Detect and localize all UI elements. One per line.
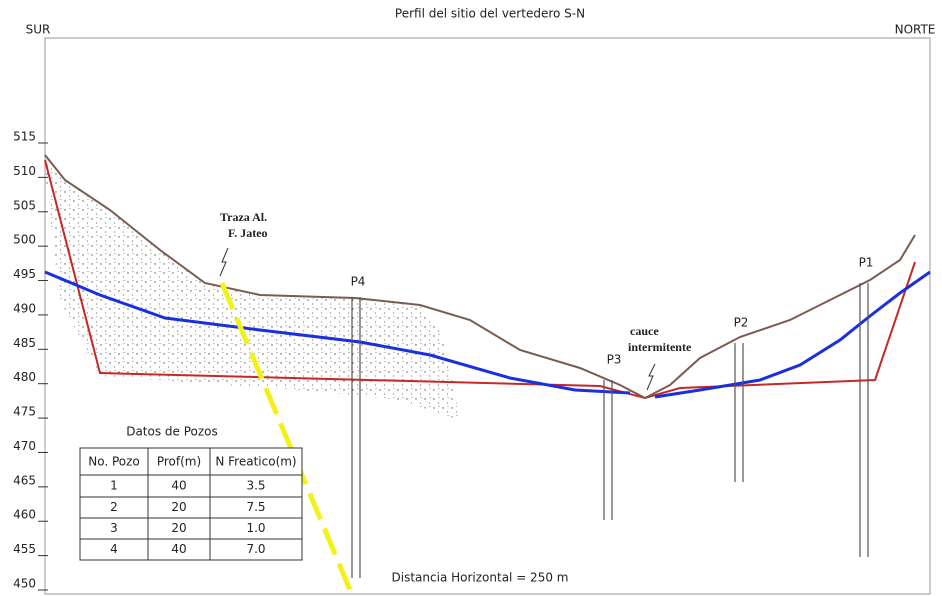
tick-label: 510 [13, 164, 36, 178]
table-cell: 1 [110, 479, 118, 493]
north-label: NORTE [895, 23, 936, 37]
fault-pointer [220, 248, 228, 276]
south-label: SUR [26, 23, 51, 37]
well-p2 [735, 343, 743, 482]
stream-label: intermitente [628, 340, 692, 354]
well-p3 [604, 380, 612, 520]
table-cell: 1.0 [246, 521, 265, 535]
tick-label: 485 [13, 336, 36, 350]
tick-label: 515 [13, 130, 36, 144]
table-cell: 4 [110, 542, 118, 556]
tick-label: 480 [13, 370, 36, 384]
table-header: Prof(m) [157, 455, 201, 469]
table-cell: 7.0 [246, 542, 265, 556]
footer: Distancia Horizontal = 250 m [392, 571, 569, 585]
profile-diagram: Perfil del sitio del vertedero S-N SUR N… [0, 0, 942, 596]
table-cell: 3 [110, 521, 118, 535]
table-header: No. Pozo [88, 455, 140, 469]
tick-label: 490 [13, 301, 36, 315]
table-cell: 40 [171, 479, 186, 493]
water-table-right [655, 272, 930, 397]
stream-pointer [647, 364, 655, 390]
well-label: P1 [859, 256, 874, 270]
tick-label: 470 [13, 439, 36, 453]
title: Perfil del sitio del vertedero S-N [395, 7, 585, 21]
well-table: No. Pozo Prof(m) N Freatico(m) 1 40 3.5 2 20 7.5… [80, 448, 302, 560]
table-header: N Freatico(m) [215, 455, 296, 469]
table-cell: 20 [171, 500, 186, 514]
stream-label: cauce [630, 324, 659, 338]
tick-label: 465 [13, 473, 36, 487]
y-axis: 515 510 505 500 495 490 485 480 475 470 465 460 455 4… [13, 130, 48, 591]
table-cell: 2 [110, 500, 118, 514]
well-label: P3 [607, 353, 622, 367]
tick-label: 495 [13, 267, 36, 281]
well-label: P2 [734, 316, 749, 330]
well-label: P4 [351, 275, 366, 289]
tick-label: 450 [13, 577, 36, 591]
table-cell: 3.5 [246, 479, 265, 493]
tick-label: 460 [13, 508, 36, 522]
tick-label: 475 [13, 405, 36, 419]
table-cell: 7.5 [246, 500, 265, 514]
tick-label: 500 [13, 233, 36, 247]
tick-label: 455 [13, 542, 36, 556]
fault-label: Traza Al. [220, 210, 267, 224]
table-cell: 20 [171, 521, 186, 535]
table-title: Datos de Pozos [126, 425, 218, 439]
fault-label: F. Jateo [228, 226, 268, 240]
table-cell: 40 [171, 542, 186, 556]
tick-label: 505 [13, 198, 36, 212]
page: {"header": {"title": "Perfil del sitio d… [0, 0, 942, 596]
